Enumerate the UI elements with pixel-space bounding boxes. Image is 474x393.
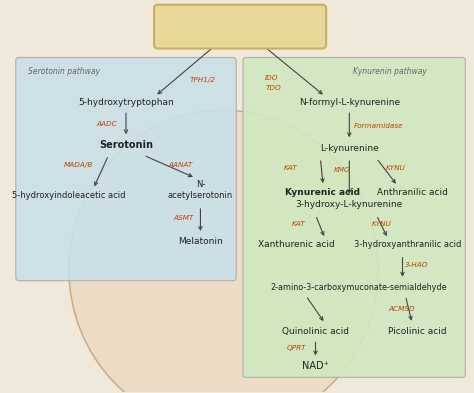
Text: ASMT: ASMT xyxy=(173,215,193,221)
Text: Serotonin: Serotonin xyxy=(99,140,153,150)
Text: NAD⁺: NAD⁺ xyxy=(302,362,329,371)
Text: 5-hydroxytryptophan: 5-hydroxytryptophan xyxy=(78,98,174,107)
Text: 2-amino-3-carboxymuconate-semialdehyde: 2-amino-3-carboxymuconate-semialdehyde xyxy=(271,283,447,292)
Text: N-formyl-L-kynurenine: N-formyl-L-kynurenine xyxy=(299,98,400,107)
Text: Melatonin: Melatonin xyxy=(178,237,223,246)
Text: AADC: AADC xyxy=(96,121,117,127)
Text: N-
acetylserotonin: N- acetylserotonin xyxy=(168,180,233,200)
Text: KAT: KAT xyxy=(283,165,297,171)
Text: TPH1/2: TPH1/2 xyxy=(190,77,216,83)
Text: Tryptophan: Tryptophan xyxy=(191,20,289,35)
Text: Serotonin pathway: Serotonin pathway xyxy=(28,68,100,77)
Text: Kynurenic acid: Kynurenic acid xyxy=(284,187,360,196)
Text: Quinolinic acid: Quinolinic acid xyxy=(282,327,349,336)
Text: Kynurenin pathway: Kynurenin pathway xyxy=(353,68,427,77)
FancyBboxPatch shape xyxy=(154,5,326,48)
Text: KYNU: KYNU xyxy=(372,221,392,227)
Text: TDO: TDO xyxy=(265,85,281,92)
Text: QPRT: QPRT xyxy=(286,345,306,351)
Text: Picolinic acid: Picolinic acid xyxy=(388,327,447,336)
Text: 3-HAO: 3-HAO xyxy=(405,262,429,268)
Text: IDO: IDO xyxy=(265,75,279,81)
Text: KYNU: KYNU xyxy=(386,165,406,171)
Text: MADA/B: MADA/B xyxy=(64,162,93,168)
Text: Formamidase: Formamidase xyxy=(354,123,404,129)
Text: ACMSD: ACMSD xyxy=(388,306,415,312)
FancyBboxPatch shape xyxy=(16,57,236,281)
Text: KMO: KMO xyxy=(334,167,351,173)
Text: 3-hydroxyanthranilic acid: 3-hydroxyanthranilic acid xyxy=(354,241,461,249)
Text: Xanthurenic acid: Xanthurenic acid xyxy=(258,241,335,249)
Text: KAT: KAT xyxy=(292,221,305,227)
Text: 3-hydroxy-L-kynurenine: 3-hydroxy-L-kynurenine xyxy=(296,200,403,209)
FancyBboxPatch shape xyxy=(243,57,465,377)
Text: AANAT: AANAT xyxy=(169,162,193,168)
Text: L-kynurenine: L-kynurenine xyxy=(320,144,379,152)
Text: Anthranilic acid: Anthranilic acid xyxy=(377,187,447,196)
Circle shape xyxy=(69,110,378,393)
Text: 5-hydroxyindoleacetic acid: 5-hydroxyindoleacetic acid xyxy=(12,191,126,200)
